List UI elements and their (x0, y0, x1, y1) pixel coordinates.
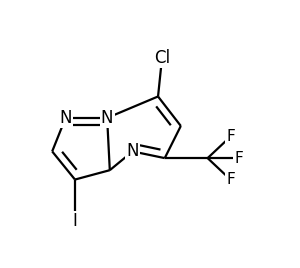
Text: N: N (126, 142, 139, 161)
Text: F: F (234, 151, 243, 166)
Text: N: N (59, 109, 72, 127)
Text: Cl: Cl (154, 49, 170, 67)
Text: N: N (101, 109, 113, 127)
Text: F: F (226, 129, 235, 144)
Text: I: I (73, 212, 77, 230)
Text: F: F (226, 172, 235, 187)
